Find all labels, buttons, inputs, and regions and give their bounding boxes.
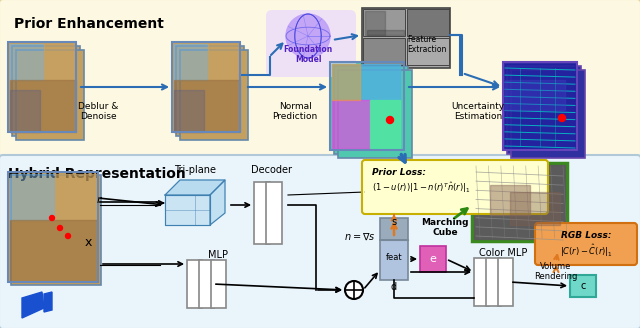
Polygon shape [10, 44, 44, 80]
Text: r: r [97, 195, 102, 205]
Text: x: x [85, 236, 92, 249]
Polygon shape [332, 100, 370, 148]
FancyBboxPatch shape [266, 10, 356, 77]
Text: Normal
Prediction: Normal Prediction [273, 102, 317, 121]
FancyBboxPatch shape [8, 172, 98, 282]
Text: c: c [580, 281, 586, 291]
Polygon shape [490, 185, 530, 215]
Polygon shape [22, 292, 44, 318]
FancyBboxPatch shape [380, 240, 408, 280]
Polygon shape [10, 220, 98, 282]
Polygon shape [332, 64, 400, 100]
Polygon shape [165, 180, 225, 195]
FancyBboxPatch shape [486, 258, 501, 306]
FancyBboxPatch shape [362, 8, 450, 68]
Polygon shape [510, 192, 560, 225]
Polygon shape [505, 80, 565, 110]
Polygon shape [208, 44, 240, 80]
FancyBboxPatch shape [330, 62, 404, 150]
FancyBboxPatch shape [363, 9, 405, 36]
FancyBboxPatch shape [511, 70, 585, 158]
Text: feat: feat [386, 253, 403, 261]
Polygon shape [474, 165, 565, 239]
FancyBboxPatch shape [407, 9, 449, 36]
FancyBboxPatch shape [254, 182, 270, 244]
Text: Decoder: Decoder [252, 165, 292, 175]
FancyBboxPatch shape [507, 66, 581, 154]
Text: Prior Loss:: Prior Loss: [372, 168, 426, 177]
Circle shape [58, 226, 63, 231]
FancyBboxPatch shape [472, 163, 567, 241]
FancyBboxPatch shape [570, 275, 596, 297]
Polygon shape [505, 64, 575, 148]
FancyBboxPatch shape [172, 42, 240, 132]
Text: MLP: MLP [208, 250, 228, 260]
Circle shape [387, 116, 394, 124]
Text: $|C(r)-\hat{C}(r)|_1$: $|C(r)-\hat{C}(r)|_1$ [559, 242, 612, 258]
FancyBboxPatch shape [0, 0, 640, 159]
Text: RGB Loss:: RGB Loss: [561, 231, 611, 240]
Polygon shape [10, 90, 40, 132]
Text: Deblur &
Denoise: Deblur & Denoise [78, 102, 118, 121]
Circle shape [559, 114, 566, 121]
FancyBboxPatch shape [187, 260, 202, 308]
Text: Hybrid Representation: Hybrid Representation [8, 167, 186, 181]
Text: e: e [429, 254, 436, 264]
Text: Color MLP: Color MLP [479, 248, 527, 258]
Text: $n = \nabla s$: $n = \nabla s$ [344, 232, 376, 242]
FancyBboxPatch shape [12, 46, 80, 136]
FancyBboxPatch shape [334, 66, 408, 154]
FancyBboxPatch shape [407, 38, 449, 65]
FancyBboxPatch shape [180, 50, 248, 140]
FancyBboxPatch shape [362, 160, 548, 214]
Polygon shape [210, 180, 225, 225]
FancyBboxPatch shape [199, 260, 214, 308]
Text: Foundation
Model: Foundation Model [284, 45, 333, 64]
FancyBboxPatch shape [503, 62, 577, 150]
Polygon shape [10, 174, 55, 220]
Text: $(1-u(r))|1-n(r)^{T}\hat{n}(r)|_1$: $(1-u(r))|1-n(r)^{T}\hat{n}(r)|_1$ [372, 180, 470, 195]
FancyBboxPatch shape [16, 50, 84, 140]
Polygon shape [332, 64, 360, 100]
Circle shape [286, 14, 330, 58]
Polygon shape [174, 44, 208, 80]
FancyBboxPatch shape [211, 260, 226, 308]
Polygon shape [365, 11, 385, 35]
FancyBboxPatch shape [8, 42, 76, 132]
Text: Marching
Cube: Marching Cube [421, 218, 468, 237]
FancyBboxPatch shape [176, 46, 244, 136]
Text: Tri-plane: Tri-plane [174, 165, 216, 175]
Text: Uncertainty
Estimation: Uncertainty Estimation [451, 102, 504, 121]
Circle shape [49, 215, 54, 220]
FancyBboxPatch shape [363, 38, 405, 65]
FancyBboxPatch shape [266, 182, 282, 244]
FancyBboxPatch shape [535, 223, 637, 265]
Polygon shape [10, 80, 76, 132]
Text: d: d [391, 282, 397, 292]
Polygon shape [55, 174, 98, 220]
Polygon shape [174, 80, 240, 132]
Circle shape [345, 281, 363, 299]
Text: Volume
Rendering: Volume Rendering [534, 262, 578, 281]
FancyBboxPatch shape [380, 218, 408, 240]
Circle shape [65, 234, 70, 238]
Polygon shape [370, 100, 400, 148]
Polygon shape [174, 90, 204, 132]
FancyBboxPatch shape [0, 155, 640, 328]
Text: Prior Enhancement: Prior Enhancement [14, 17, 164, 31]
Polygon shape [165, 195, 210, 225]
FancyBboxPatch shape [498, 258, 513, 306]
Polygon shape [44, 44, 76, 80]
Text: Feature
Extraction: Feature Extraction [407, 35, 446, 54]
Polygon shape [367, 30, 404, 35]
FancyBboxPatch shape [474, 258, 489, 306]
FancyBboxPatch shape [420, 246, 446, 272]
FancyBboxPatch shape [11, 175, 101, 285]
FancyBboxPatch shape [338, 70, 412, 158]
Polygon shape [44, 292, 52, 312]
Text: s: s [392, 217, 397, 227]
